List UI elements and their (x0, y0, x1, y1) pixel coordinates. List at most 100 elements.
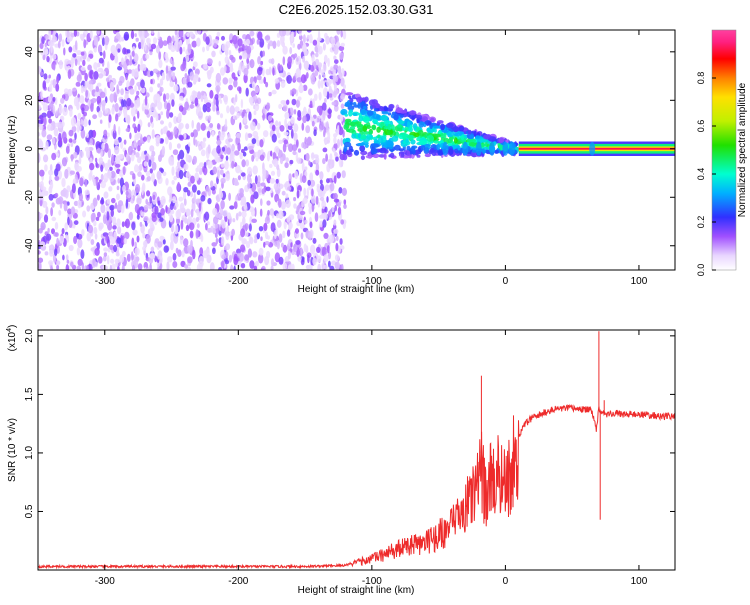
heatmap-cell (205, 223, 208, 231)
heatmap-cell (257, 187, 262, 194)
heatmap-cell (304, 136, 308, 145)
heatmap-cell (269, 208, 275, 216)
heatmap-cell (114, 54, 119, 64)
heatmap-cell (100, 180, 106, 189)
heatmap-cell (391, 111, 397, 115)
heatmap-cell (54, 248, 58, 256)
heatmap-cell (308, 206, 312, 215)
heatmap-cell (457, 145, 461, 151)
heatmap-cell (113, 38, 119, 43)
heatmap-cell (122, 166, 126, 176)
heatmap-cell (107, 132, 110, 138)
heatmap-cell (100, 197, 104, 205)
heatmap-cell (194, 68, 200, 76)
heatmap-cell (79, 55, 83, 62)
heatmap-cell (323, 130, 326, 138)
heatmap-cell (228, 49, 232, 56)
heatmap-cell (247, 248, 252, 258)
heatmap-cell (51, 35, 58, 43)
heatmap-cell (413, 125, 417, 131)
heatmap-cell (199, 247, 204, 256)
heatmap-cell (228, 192, 232, 201)
heatmap-cell (173, 126, 178, 135)
heatmap-cell (335, 242, 339, 252)
heatmap-cell (142, 64, 147, 72)
heatmap-cell (42, 80, 47, 90)
heatmap-cell (214, 222, 219, 229)
x-tick-label: 0 (503, 276, 509, 287)
heatmap-cell (110, 170, 116, 179)
heatmap-cell (314, 93, 318, 102)
heatmap-cell (319, 220, 323, 228)
heatmap-cell (340, 78, 345, 86)
heatmap-cell (188, 222, 195, 231)
heatmap-cell (433, 133, 441, 138)
heatmap-cell (264, 241, 270, 246)
heatmap-cell (122, 184, 126, 193)
heatmap-cell (172, 196, 177, 204)
heatmap-cell (214, 152, 219, 163)
heatmap-cell (151, 121, 155, 128)
heatmap-cell (328, 260, 331, 268)
heatmap-cell (145, 155, 149, 163)
heatmap-cell (471, 149, 477, 153)
heatmap-cell (44, 49, 49, 55)
heatmap-cell (291, 144, 298, 152)
heatmap-cell (207, 197, 212, 205)
heatmap-cell (297, 30, 302, 34)
heatmap-cell (100, 148, 103, 158)
heatmap-cell (73, 220, 79, 226)
heatmap-cell (112, 129, 117, 140)
heatmap-cell (131, 50, 135, 57)
heatmap-cell (237, 38, 243, 47)
heatmap-cell (287, 186, 292, 191)
heatmap-cell (325, 35, 330, 45)
heatmap-cell (320, 183, 324, 192)
heatmap-cell (77, 199, 82, 209)
heatmap-cell (280, 80, 286, 88)
heatmap-cell (264, 35, 271, 41)
heatmap-cell (46, 55, 50, 63)
heatmap-cell (311, 202, 315, 213)
heatmap-cell (97, 147, 101, 154)
heatmap-cell (314, 212, 319, 223)
heatmap-cell (206, 130, 211, 139)
heatmap-cell (65, 254, 69, 261)
heatmap-cell (339, 238, 343, 245)
heatmap-cell (52, 78, 57, 89)
heatmap-cell (114, 259, 119, 268)
heatmap-cell (132, 195, 135, 202)
heatmap-cell (292, 75, 296, 82)
heatmap-cell (103, 50, 106, 60)
heatmap-cell (72, 87, 77, 92)
heatmap-cell (196, 122, 201, 132)
heatmap-cell (410, 146, 416, 152)
heatmap-cell (144, 267, 147, 270)
heatmap-cell (140, 79, 145, 89)
heatmap-cell (429, 148, 435, 153)
heatmap-cell (402, 127, 406, 131)
heatmap-cell (170, 240, 174, 251)
heatmap-cell (129, 88, 135, 95)
heatmap-cell (307, 254, 310, 264)
heatmap-cell (170, 223, 174, 233)
heatmap-cell (69, 59, 72, 65)
heatmap-cell (80, 119, 84, 125)
heatmap-cell (326, 196, 329, 203)
heatmap-cell (257, 175, 261, 184)
heatmap-cell (200, 234, 204, 243)
heatmap-cell (253, 238, 258, 244)
heatmap-cell (128, 211, 134, 221)
heatmap-cell (194, 97, 199, 107)
heatmap-cell (216, 31, 221, 37)
heatmap-cell (149, 253, 155, 259)
heatmap-cell (40, 222, 46, 231)
heatmap-cell (158, 39, 164, 49)
heatmap-cell (280, 36, 284, 46)
heatmap-cell (448, 131, 454, 137)
heatmap-cell (206, 221, 211, 226)
heatmap-cell (259, 139, 264, 148)
heatmap-cell (224, 56, 229, 64)
heatmap-cell (293, 132, 298, 142)
heatmap-cell (321, 200, 327, 210)
